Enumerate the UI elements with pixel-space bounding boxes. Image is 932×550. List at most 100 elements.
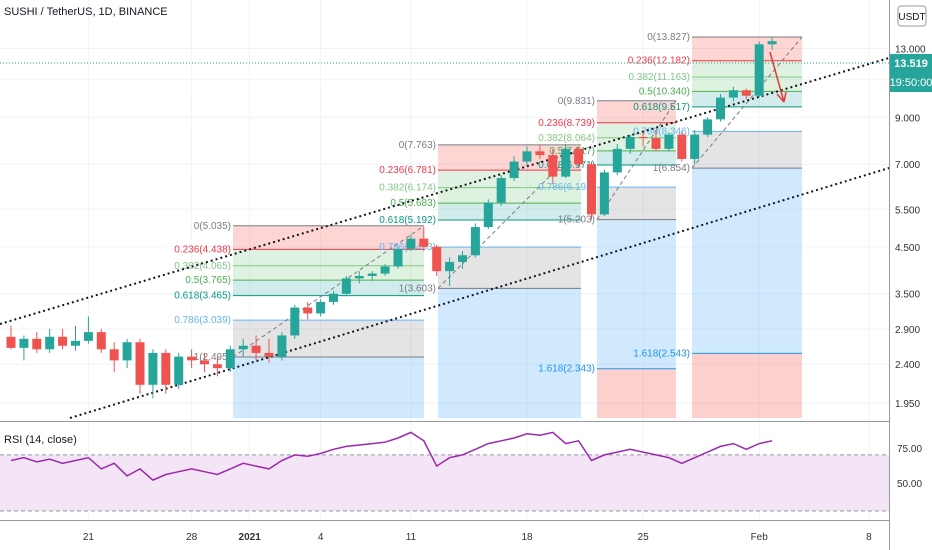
candle-body — [716, 97, 725, 120]
candle — [264, 338, 274, 363]
candle-body — [548, 155, 558, 177]
bar-countdown: 19:50:00 — [890, 77, 932, 89]
candle — [548, 148, 558, 184]
candle — [354, 271, 364, 284]
candle — [458, 250, 467, 269]
fib-band — [438, 247, 581, 289]
candle-body — [109, 349, 119, 361]
candle — [251, 335, 261, 361]
fib-band — [597, 368, 676, 418]
fib-level-label: 0(13.827) — [647, 32, 690, 43]
candle — [690, 130, 700, 165]
candle — [393, 246, 403, 269]
candle-body — [6, 336, 16, 348]
candle-body — [767, 41, 777, 45]
candle — [329, 291, 338, 305]
candle-body — [367, 273, 377, 276]
candle-body — [32, 338, 42, 350]
candle — [238, 338, 248, 357]
candle — [522, 146, 532, 166]
candle-body — [290, 307, 300, 336]
candle-body — [174, 356, 184, 385]
candle — [367, 271, 377, 281]
candle-body — [303, 307, 313, 314]
fib-band — [597, 100, 676, 123]
fib-level-label: 0(5.035) — [194, 221, 231, 232]
candle — [96, 328, 106, 353]
candle-body — [329, 293, 338, 302]
price-tick-label: 9.000 — [895, 113, 920, 124]
time-axis[interactable]: 21 28 2021 4 11 18 25 Feb 8 — [83, 532, 872, 543]
candle-body — [406, 238, 416, 249]
fib-level-label: 0.5(7.517) — [549, 146, 595, 157]
candle-body — [509, 161, 519, 179]
fib-level-label: 0.786(8.346) — [633, 126, 690, 137]
time-tick-label: 8 — [866, 532, 872, 543]
fib-level-label: 1(6.854) — [653, 163, 690, 174]
fib-level-label: 1.618(2.343) — [538, 364, 595, 375]
candle-body — [561, 148, 571, 177]
candle — [122, 338, 132, 369]
candle — [470, 223, 480, 258]
candle — [599, 169, 609, 217]
candle-body — [664, 134, 674, 149]
fib-level-label: 0.382(6.174) — [379, 183, 436, 194]
candle — [225, 345, 235, 373]
candle-body — [587, 164, 596, 215]
candle — [380, 264, 390, 276]
candle — [703, 117, 713, 137]
candle-body — [264, 352, 274, 357]
fib-level-label: 0.5(5.683) — [390, 198, 436, 209]
fib-level-label: 0.786(6.194) — [538, 182, 595, 193]
fib-level-label: 0(9.831) — [558, 96, 595, 107]
candle-body — [419, 238, 429, 247]
candle-body — [741, 90, 751, 96]
fib-band — [597, 219, 676, 369]
candle — [148, 349, 158, 399]
fib-trend-line — [596, 100, 677, 220]
candle — [767, 37, 777, 50]
time-tick-label: 2021 — [239, 532, 262, 543]
rsi-line — [10, 431, 773, 481]
candle — [406, 234, 416, 251]
fib-level-label: 0.382(4.065) — [174, 261, 231, 272]
fib-band — [233, 295, 424, 321]
candle-body — [83, 332, 93, 341]
rsi-pane: 75.00 50.00 — [0, 431, 922, 512]
fib-band — [438, 187, 581, 204]
rsi-label: RSI (14, close) — [4, 434, 77, 446]
candle-body — [522, 151, 532, 162]
price-tick-label: 7.000 — [895, 160, 920, 171]
candle — [58, 328, 68, 350]
price-tick-label: 5.500 — [895, 205, 920, 216]
candle-body — [651, 138, 661, 149]
fib-band — [692, 37, 802, 61]
candle — [561, 144, 571, 179]
fib-band — [438, 170, 581, 188]
fib-band — [233, 249, 424, 266]
candle-body — [483, 202, 493, 228]
candle — [174, 352, 184, 390]
fib-band — [692, 60, 802, 78]
candle-body — [638, 136, 648, 139]
candle-body — [612, 148, 622, 173]
candle-body — [277, 335, 287, 357]
candle — [587, 161, 596, 220]
candle-body — [677, 134, 687, 159]
fib-retracement-4: 0(13.827) 0.236(12.182) 0.382(11.163) 0.5(1… — [628, 32, 803, 418]
fib-level-label: 1.618(2.543) — [633, 348, 690, 359]
candle-body — [316, 301, 326, 314]
candle — [32, 332, 42, 353]
currency-button[interactable]: USDT — [897, 5, 927, 27]
fib-level-label: 0.236(12.182) — [628, 56, 690, 67]
candle-body — [393, 248, 403, 267]
fib-trend-line — [691, 36, 803, 169]
candle-body — [625, 136, 635, 149]
fib-level-label: 0.382(11.163) — [628, 72, 690, 83]
candle-body — [432, 246, 442, 272]
fib-level-label: 0.236(6.781) — [379, 165, 436, 176]
candle-body — [96, 332, 106, 350]
candle — [341, 275, 351, 297]
candle-body — [354, 275, 364, 279]
